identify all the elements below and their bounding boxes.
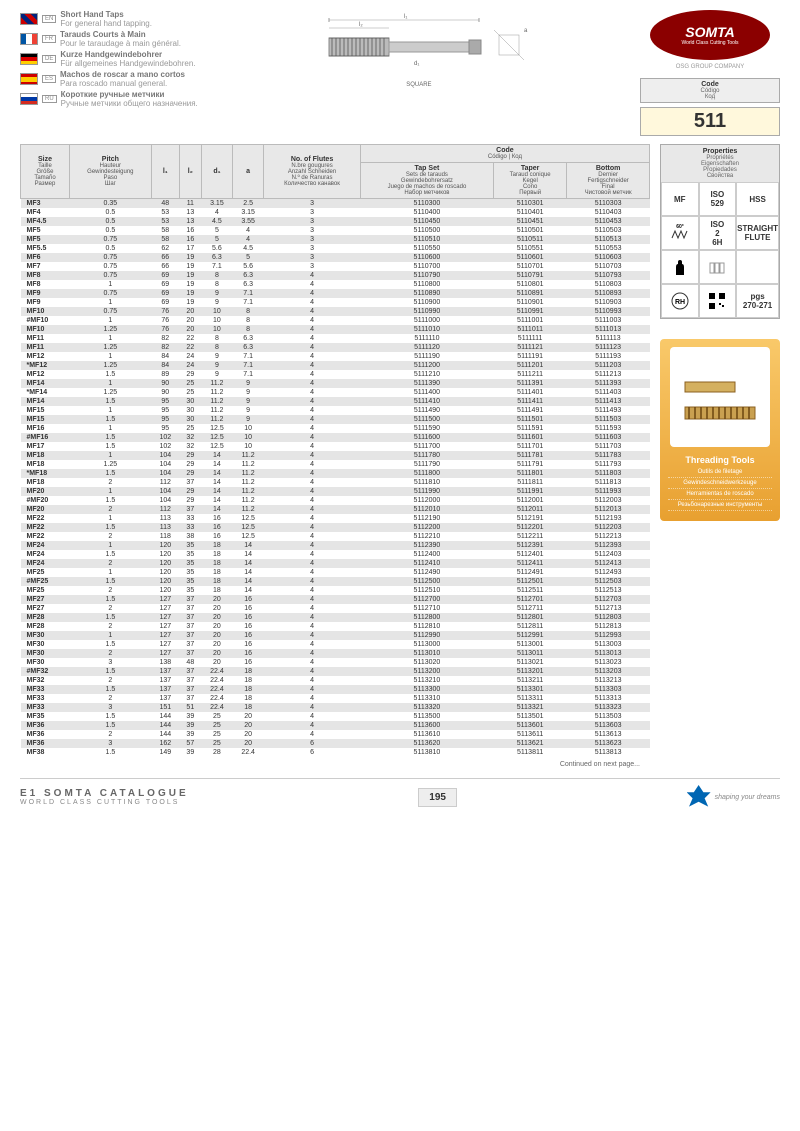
table-row: MF141.5953011.294511141051114115111413 bbox=[21, 397, 650, 406]
table-row: MF3631625725206511362051136215113623 bbox=[21, 739, 650, 748]
svg-text:a: a bbox=[524, 28, 528, 34]
table-row: MF202112371411.24511201051120115112013 bbox=[21, 505, 650, 514]
table-row: #MF201.5104291411.2451120005112001511200… bbox=[21, 496, 650, 505]
table-row: MF3021273720164511301051130115113013 bbox=[21, 649, 650, 658]
table-row: MF91691997.14511090051109015110903 bbox=[21, 298, 650, 307]
continued-note: Continued on next page... bbox=[20, 757, 650, 768]
table-row: MF351.51443925204511350051135015113503 bbox=[21, 712, 650, 721]
table-row: MF121842497.14511119051111915111193 bbox=[21, 352, 650, 361]
page-number: 195 bbox=[418, 788, 457, 807]
table-row: MF361.51443925204511360051136015113603 bbox=[21, 721, 650, 730]
table-row: MF111822286.34511111051111115111113 bbox=[21, 334, 650, 343]
table-row: #MF161.51023212.510451116005111601511160… bbox=[21, 433, 650, 442]
props-cell: ISO529 bbox=[699, 182, 737, 216]
props-cell bbox=[699, 250, 737, 284]
table-row: MF3221373722.4184511321051132115113213 bbox=[21, 676, 650, 685]
props-cell: MF bbox=[661, 182, 699, 216]
table-row: *MF121.25842497.14511120051112015111203 bbox=[21, 361, 650, 370]
lang-row-en: ENShort Hand TapsFor general hand tappin… bbox=[20, 10, 198, 28]
somta-logo: SOMTA World Class Cutting Tools bbox=[650, 10, 770, 60]
table-row: MF151953011.294511149051114915111493 bbox=[21, 406, 650, 415]
tap-diagram: l₁ l₂ d₁ a SQUARE bbox=[299, 10, 539, 88]
table-row: MF2511203518144511249051124915112493 bbox=[21, 568, 650, 577]
table-row: MF241.51203518144511240051124015112403 bbox=[21, 550, 650, 559]
table-row: MF181.25104291411.2451117905111791511179… bbox=[21, 460, 650, 469]
table-row: MF182112371411.24511181051118115111813 bbox=[21, 478, 650, 487]
table-row: MF2411203518144511239051123915112393 bbox=[21, 541, 650, 550]
table-row: MF111.25822286.34511112051111215111123 bbox=[21, 343, 650, 352]
table-row: MF70.7566197.15.63511070051107015110703 bbox=[21, 262, 650, 271]
table-row: MF161952512.5104511159051115915111593 bbox=[21, 424, 650, 433]
table-row: MF3321373722.4184511331051133115113313 bbox=[21, 694, 650, 703]
table-row: MF50.755816543511051051105115110513 bbox=[21, 235, 650, 244]
table-row: MF221113331612.54511219051121915112193 bbox=[21, 514, 650, 523]
table-row: MF30.3548113.152.53511030051103015110303 bbox=[21, 199, 650, 209]
page-footer: E1 SOMTA CATALOGUE WORLD CLASS CUTTING T… bbox=[20, 778, 780, 809]
table-row: MF221.5113331612.54511220051122015112203 bbox=[21, 523, 650, 532]
code-value: 511 bbox=[640, 107, 780, 136]
table-row: MF2721273720164511271051127115112713 bbox=[21, 604, 650, 613]
table-row: MF301.51273720164511300051130015113003 bbox=[21, 640, 650, 649]
table-row: MF60.7566196.353511060051106015110603 bbox=[21, 253, 650, 262]
props-cell bbox=[736, 250, 779, 284]
props-cell: HSS bbox=[736, 182, 779, 216]
table-row: MF121.5892997.14511121051112115111213 bbox=[21, 370, 650, 379]
svg-text:l₁: l₁ bbox=[404, 14, 407, 20]
table-row: MF222118381612.54511221051122115112213 bbox=[21, 532, 650, 541]
table-row: MF2521203518144511251051125115112513 bbox=[21, 586, 650, 595]
lang-row-de: DEKurze HandgewindebohrerFür allgemeines… bbox=[20, 50, 198, 68]
table-row: #MF10176201084511100051110015111003 bbox=[21, 316, 650, 325]
table-row: MF201104291411.24511199051119915111993 bbox=[21, 487, 650, 496]
table-row: MF3331515122.4184511332051133215113323 bbox=[21, 703, 650, 712]
props-cell: pgs270-271 bbox=[736, 284, 779, 318]
language-titles: ENShort Hand TapsFor general hand tappin… bbox=[20, 10, 198, 110]
table-row: MF101.2576201084511101051110115111013 bbox=[21, 325, 650, 334]
table-row: MF181104291411.24511178051117815111783 bbox=[21, 451, 650, 460]
code-box: Code Código Код bbox=[640, 78, 780, 103]
props-cell: RH bbox=[661, 284, 699, 318]
table-row: MF2421203518144511241051124115112413 bbox=[21, 559, 650, 568]
table-row: MF81691986.34511080051108015110803 bbox=[21, 280, 650, 289]
table-row: *MF141.25902511.294511140051114015111403 bbox=[21, 388, 650, 397]
table-row: MF2821273720164511281051128115112813 bbox=[21, 622, 650, 631]
table-row: MF90.75691997.14511089051108915110893 bbox=[21, 289, 650, 298]
props-cell bbox=[661, 250, 699, 284]
svg-text:d₁: d₁ bbox=[414, 61, 419, 67]
table-row: MF80.75691986.34511079051107915110793 bbox=[21, 271, 650, 280]
table-row: MF4.50.553134.53.55351104505110451511045… bbox=[21, 217, 650, 226]
table-row: MF50.55816543511050051105015110503 bbox=[21, 226, 650, 235]
props-cell bbox=[699, 284, 737, 318]
props-cell: ISO26H bbox=[699, 216, 737, 250]
table-row: MF281.51273720164511280051128015112803 bbox=[21, 613, 650, 622]
table-row: *MF181.5104291411.2451118005111801511180… bbox=[21, 469, 650, 478]
table-row: MF171.51023212.5104511170051117015111703 bbox=[21, 442, 650, 451]
table-row: MF271.51273720164511270051127015112703 bbox=[21, 595, 650, 604]
table-row: MF5.50.562175.64.53511055051105515110553 bbox=[21, 244, 650, 253]
table-row: MF151.5953011.294511150051115015111503 bbox=[21, 415, 650, 424]
svg-text:RH: RH bbox=[675, 299, 685, 306]
table-row: MF3621443925204511361051136115113613 bbox=[21, 730, 650, 739]
lang-row-fr: FRTarauds Courts à MainPour le taraudage… bbox=[20, 30, 198, 48]
table-row: MF141902511.294511139051113915111393 bbox=[21, 379, 650, 388]
table-row: MF3011273720164511299051129915112993 bbox=[21, 631, 650, 640]
lang-row-es: ESMachos de roscar a mano cortosPara ros… bbox=[20, 70, 198, 88]
brand-box: SOMTA World Class Cutting Tools OSG GROU… bbox=[640, 10, 780, 136]
table-row: MF100.7576201084511099051109915110993 bbox=[21, 307, 650, 316]
table-row: #MF321.51373722.418451132005113201511320… bbox=[21, 667, 650, 676]
table-row: MF331.51373722.4184511330051133015113303 bbox=[21, 685, 650, 694]
specifications-table: SizeTailleGrößeTamañoРазмер PitchHauteur… bbox=[20, 144, 650, 757]
threading-promo: Threading Tools Outils de filetage Gewin… bbox=[660, 339, 780, 521]
table-row: #MF251.51203518144511250051125015112503 bbox=[21, 577, 650, 586]
props-cell: STRAIGHTFLUTE bbox=[736, 216, 779, 250]
properties-panel: Properties Propriétés Eigenschaften Prop… bbox=[660, 144, 780, 319]
osg-logo-icon bbox=[687, 785, 711, 809]
table-row: MF40.5531343.153511040051104015110403 bbox=[21, 208, 650, 217]
promo-tap-icon bbox=[670, 347, 770, 447]
svg-text:60°: 60° bbox=[676, 224, 684, 230]
table-row: MF381.5149392822.46511381051138115113813 bbox=[21, 748, 650, 757]
lang-row-ru: RUКороткие ручные метчикиРучные метчики … bbox=[20, 90, 198, 108]
svg-text:l₂: l₂ bbox=[359, 22, 363, 28]
props-cell: 60° bbox=[661, 216, 699, 250]
table-row: MF3031384820164511302051130215113023 bbox=[21, 658, 650, 667]
